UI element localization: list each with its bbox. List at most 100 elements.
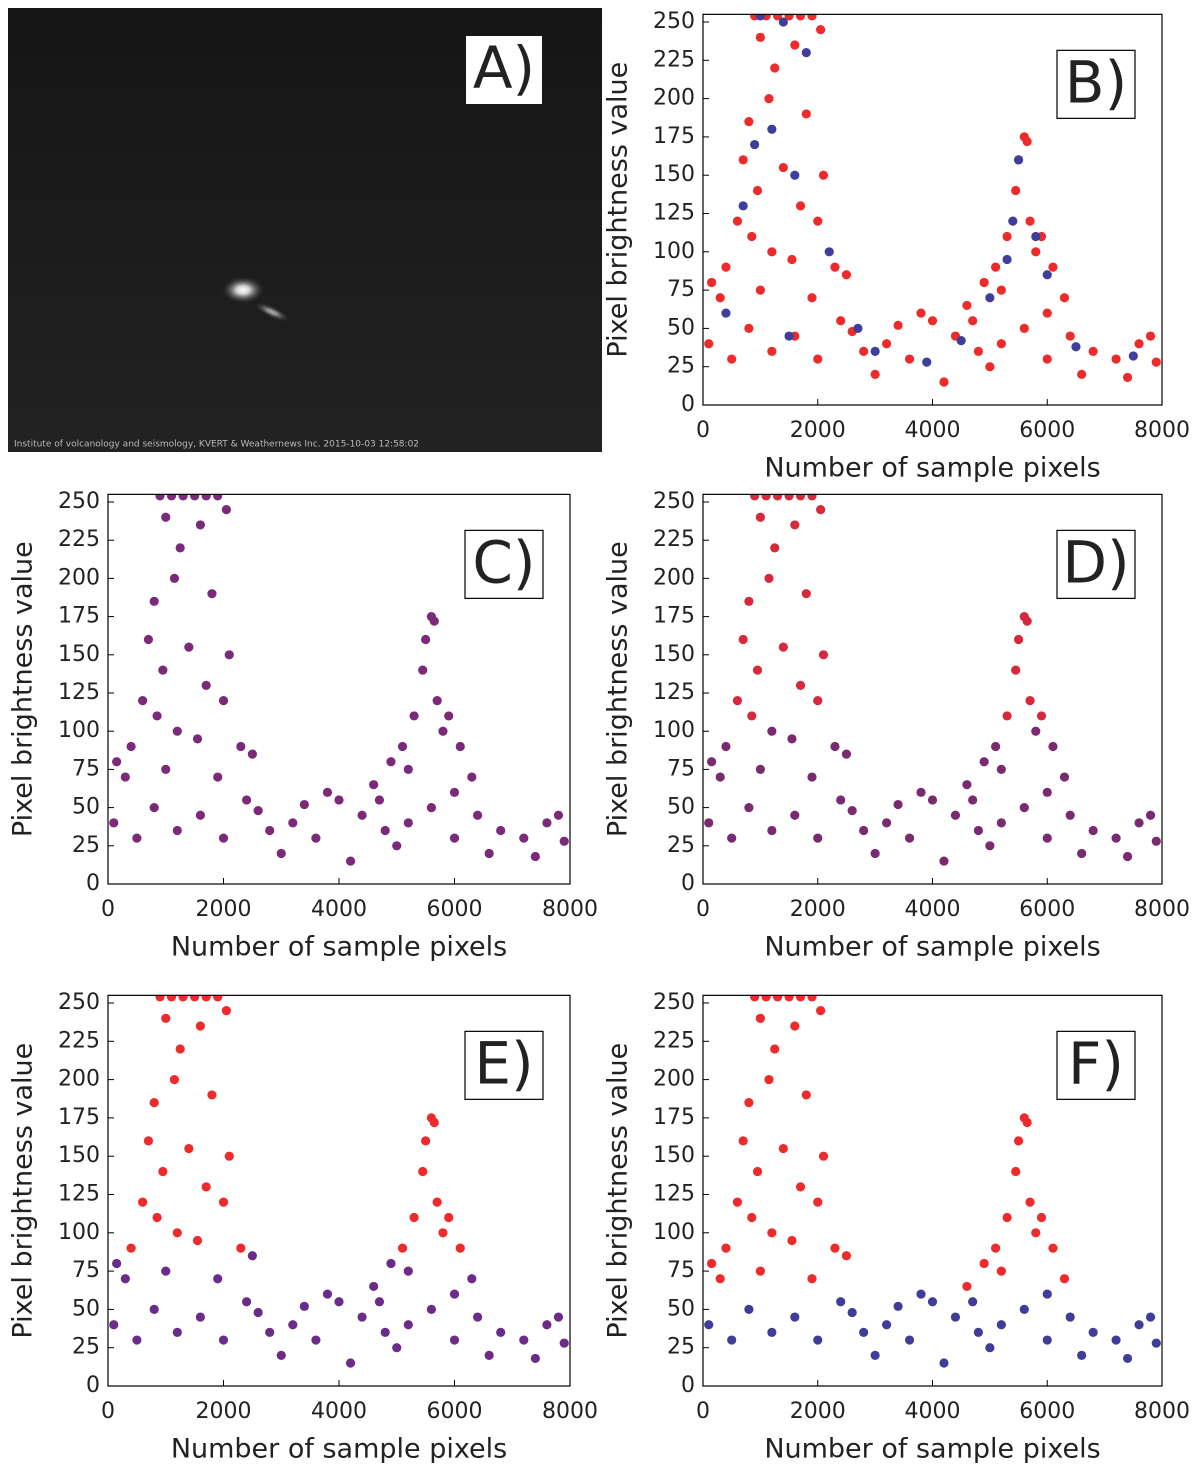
point: [715, 772, 725, 782]
point: [764, 573, 774, 584]
y-tick-label: 250: [653, 489, 695, 514]
x-tick-label: 0: [696, 1399, 710, 1424]
point: [1025, 1197, 1035, 1207]
point: [467, 772, 477, 782]
x-tick-label: 6000: [427, 1399, 483, 1424]
point: [449, 833, 460, 843]
point: [787, 734, 797, 744]
point: [143, 1136, 154, 1146]
point: [922, 357, 932, 367]
point: [236, 741, 246, 752]
point: [904, 833, 915, 843]
point: [392, 1343, 402, 1353]
point: [288, 818, 298, 828]
point: [1059, 772, 1070, 782]
point: [1036, 1212, 1047, 1223]
x-tick-label: 8000: [1134, 1399, 1190, 1424]
point: [715, 293, 725, 303]
point: [836, 795, 846, 805]
chart: 0 25 50 75 100 125 150 175 200 225 250 0 2000 4000 600…: [603, 489, 1191, 963]
point: [904, 354, 915, 364]
point: [449, 787, 460, 797]
point: [221, 505, 231, 515]
point: [1111, 1335, 1121, 1345]
point: [744, 803, 754, 813]
chart: 0 25 50 75 100 125 150 175 200 225 250 0 2000 4000 600…: [8, 990, 599, 1465]
point: [996, 764, 1006, 775]
y-tick-label: 225: [58, 1028, 100, 1053]
point: [530, 1353, 540, 1364]
point: [979, 277, 989, 288]
point: [120, 772, 130, 782]
y-tick-label: 150: [653, 1143, 695, 1168]
point: [956, 336, 966, 346]
point: [1134, 818, 1144, 828]
point: [816, 1006, 826, 1016]
point: [1111, 354, 1121, 364]
point: [1122, 1353, 1133, 1364]
y-tick-label: 225: [653, 47, 695, 72]
point: [109, 1320, 119, 1330]
point: [1145, 1312, 1156, 1322]
point: [195, 1312, 205, 1322]
point: [767, 825, 777, 836]
point: [744, 116, 754, 127]
point: [438, 1228, 448, 1238]
x-tick-label: 2000: [196, 897, 252, 922]
points: [704, 995, 1161, 1368]
point: [449, 1335, 460, 1345]
panel-label: B): [1065, 48, 1127, 116]
x-axis-label: Number of sample pixels: [764, 1434, 1100, 1465]
point: [767, 726, 777, 736]
point: [192, 1235, 203, 1246]
point: [143, 634, 154, 645]
point: [816, 505, 826, 515]
point: [968, 1297, 978, 1307]
point: [750, 995, 760, 1002]
y-tick-label: 250: [58, 990, 100, 1015]
point: [444, 1212, 454, 1223]
point: [224, 1151, 234, 1161]
x-tick-label: 6000: [1019, 897, 1075, 922]
point: [455, 741, 465, 752]
point: [787, 254, 797, 265]
point: [841, 1251, 852, 1261]
point: [265, 1327, 275, 1337]
y-tick-label: 150: [58, 1143, 100, 1168]
point: [752, 665, 763, 675]
point: [288, 1320, 298, 1330]
point: [553, 810, 564, 820]
point: [403, 1320, 413, 1330]
point: [784, 14, 794, 21]
point: [772, 14, 783, 21]
y-tick-label: 0: [681, 392, 695, 417]
point: [1065, 1312, 1075, 1322]
panel-label: A): [473, 34, 535, 102]
point: [432, 696, 442, 706]
point: [807, 995, 817, 1002]
point: [761, 494, 771, 501]
point: [1002, 711, 1012, 721]
point: [973, 1327, 984, 1337]
point: [939, 377, 949, 387]
point: [704, 1320, 714, 1330]
y-axis-label: Pixel brightness value: [603, 62, 634, 358]
x-tick-label: 6000: [427, 897, 483, 922]
point: [369, 780, 379, 790]
point: [801, 589, 811, 599]
point: [770, 63, 780, 73]
point: [207, 1090, 217, 1100]
point: [790, 1312, 800, 1322]
point: [178, 995, 188, 1002]
point: [345, 1358, 356, 1368]
point: [750, 494, 760, 501]
point: [126, 1243, 136, 1253]
point: [161, 1266, 171, 1276]
y-tick-label: 0: [681, 1373, 695, 1398]
point: [195, 810, 205, 820]
y-axis-label: Pixel brightness value: [8, 1043, 39, 1339]
point: [1128, 351, 1138, 361]
point: [962, 1281, 972, 1292]
point: [380, 825, 390, 836]
point: [455, 1243, 465, 1253]
